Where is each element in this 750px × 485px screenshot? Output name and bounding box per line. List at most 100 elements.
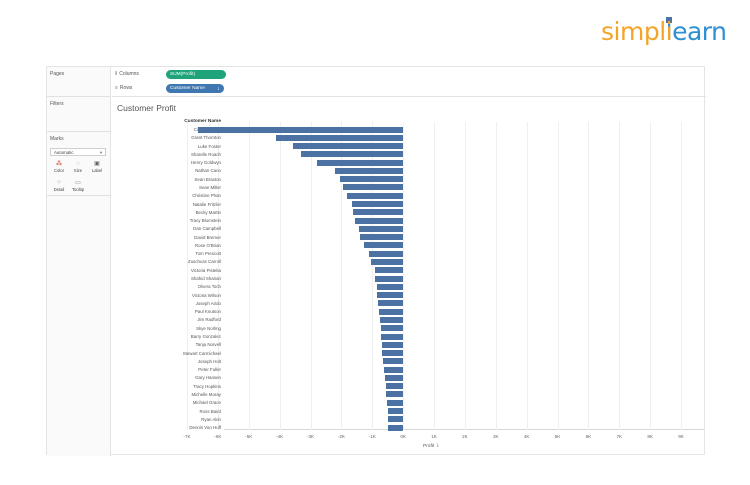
profit-bar[interactable]: [292, 143, 404, 150]
profit-bar[interactable]: [381, 333, 404, 340]
customer-label[interactable]: Tom Prescott: [195, 251, 221, 257]
customer-label[interactable]: Tracy Blumstein: [189, 218, 221, 224]
sort-icon: ⇂: [435, 444, 440, 449]
x-tick-label: 1K: [431, 434, 437, 439]
customer-label[interactable]: Becky Martin: [195, 209, 221, 215]
x-tick-label: 2K: [462, 434, 468, 439]
profit-bar[interactable]: [316, 159, 404, 166]
profit-bar[interactable]: [342, 184, 404, 191]
customer-label[interactable]: Joseph Holt: [197, 358, 221, 364]
profit-bar[interactable]: [379, 308, 404, 315]
size-button-label: Size: [73, 168, 83, 173]
customer-label[interactable]: Joseph Airdo: [195, 300, 221, 306]
customer-label[interactable]: Victoria Wilson: [192, 292, 221, 298]
customer-label[interactable]: Olvera Toch: [197, 284, 221, 290]
color-palette-icon: ⁂: [56, 161, 62, 167]
columns-shelf[interactable]: ⦀ Columns SUM(Profit): [112, 68, 706, 82]
customer-label[interactable]: Gary Hansen: [195, 375, 221, 381]
profit-bar[interactable]: [376, 283, 404, 290]
rows-shelf[interactable]: ≡ Rows Customer Name ⇂: [112, 82, 706, 96]
customer-name-pill[interactable]: Customer Name ⇂: [166, 84, 224, 93]
profit-bar[interactable]: [346, 192, 404, 199]
filters-shelf[interactable]: Filters: [47, 97, 111, 132]
size-button[interactable]: ◌ Size: [69, 160, 87, 177]
customer-label[interactable]: Paul Knutson: [194, 309, 221, 315]
detail-button[interactable]: ⁘ Detail: [50, 179, 68, 196]
customer-label[interactable]: Sharelle Roach: [190, 151, 221, 157]
profit-bar[interactable]: [377, 292, 404, 299]
customer-label[interactable]: Nathan Cano: [195, 168, 221, 174]
customer-label[interactable]: Henry Goldwyn: [190, 160, 221, 166]
customer-label[interactable]: Michael Grace: [192, 400, 221, 406]
tooltip-button[interactable]: ▭ Tooltip: [69, 179, 87, 196]
customer-label[interactable]: Ryan Akin: [201, 416, 221, 422]
profit-bar[interactable]: [382, 350, 404, 357]
marks-card: Marks: [47, 132, 111, 196]
customer-label[interactable]: Stewart Carmichael: [182, 350, 221, 356]
profit-bar[interactable]: [383, 366, 404, 373]
customer-label[interactable]: Michelle Moray: [191, 391, 221, 397]
customer-label[interactable]: Dan Campbell: [193, 226, 221, 232]
customer-label[interactable]: Skye Norling: [196, 325, 221, 331]
customer-label[interactable]: Grant Thornton: [191, 135, 221, 141]
sum-profit-pill[interactable]: SUM(Profit): [166, 70, 226, 79]
profit-bar[interactable]: [359, 234, 404, 241]
profit-bar[interactable]: [198, 126, 404, 133]
profit-bar[interactable]: [387, 408, 404, 415]
gridline: [557, 122, 559, 430]
profit-bar[interactable]: [378, 300, 404, 307]
x-tick-label: -6K: [214, 434, 222, 439]
customer-label[interactable]: Barry Gonzalez: [190, 334, 221, 339]
customer-label[interactable]: Sean Braxton: [194, 176, 221, 182]
customer-label[interactable]: Natalie Fritzler: [192, 201, 221, 207]
customer-label[interactable]: Tanja Norvell: [195, 342, 221, 348]
profit-bar[interactable]: [375, 275, 404, 282]
customer-label[interactable]: Christine Phan: [192, 193, 221, 199]
customer-label[interactable]: Ross Baird: [199, 408, 221, 414]
profit-bar[interactable]: [385, 383, 404, 390]
profit-bar[interactable]: [388, 416, 404, 423]
profit-bar[interactable]: [340, 176, 404, 183]
gridline: [372, 122, 374, 430]
x-tick-label: 6K: [585, 434, 592, 439]
profit-bar[interactable]: [382, 341, 404, 348]
customer-label[interactable]: Luke Foster: [197, 143, 221, 149]
filters-title: Filters: [50, 101, 64, 107]
profit-bar[interactable]: [352, 201, 404, 208]
profit-bar[interactable]: [380, 316, 404, 323]
profit-bar[interactable]: [300, 151, 404, 158]
x-axis-title[interactable]: Profit ⇂: [423, 444, 440, 449]
profit-bar[interactable]: [363, 242, 404, 249]
profit-bar[interactable]: [381, 325, 404, 332]
customer-label[interactable]: David Bremer: [194, 234, 221, 240]
profit-bar[interactable]: [358, 225, 404, 232]
profit-bar[interactable]: [388, 424, 404, 431]
profit-bar[interactable]: [276, 134, 404, 141]
profit-bar[interactable]: [334, 167, 404, 174]
pages-shelf[interactable]: Pages: [47, 67, 111, 97]
mark-type-dropdown[interactable]: Automatic ▼: [50, 148, 106, 156]
customer-label[interactable]: Shahid Shariari: [190, 276, 221, 282]
profit-bar[interactable]: [369, 250, 404, 257]
customer-label[interactable]: Dennis Von Huff: [189, 425, 221, 431]
x-tick-label: 4K: [523, 434, 530, 439]
gridline: [464, 122, 466, 430]
customer-label[interactable]: Peter Fuller: [198, 367, 221, 373]
color-button[interactable]: ⁂ Color: [50, 160, 68, 177]
customer-label[interactable]: Sean Miller: [199, 184, 221, 190]
customer-label[interactable]: Jim Radford: [197, 317, 221, 323]
profit-bar[interactable]: [353, 209, 404, 216]
profit-bar[interactable]: [387, 399, 404, 406]
profit-bar[interactable]: [384, 374, 404, 381]
customer-label[interactable]: Victoria Pisteka: [190, 267, 221, 273]
tooltip-icon: ▭: [75, 180, 81, 186]
profit-bar[interactable]: [383, 358, 404, 365]
customer-label[interactable]: Rose O'Brian: [195, 242, 221, 248]
customer-label[interactable]: Tracy Hopkins: [193, 383, 221, 389]
customer-label[interactable]: Zuschuss Carroll: [188, 259, 221, 265]
profit-bar[interactable]: [386, 391, 404, 398]
label-button[interactable]: ▣ Label: [88, 160, 106, 177]
profit-bar[interactable]: [370, 258, 404, 265]
profit-bar[interactable]: [355, 217, 404, 224]
profit-bar[interactable]: [375, 267, 404, 274]
